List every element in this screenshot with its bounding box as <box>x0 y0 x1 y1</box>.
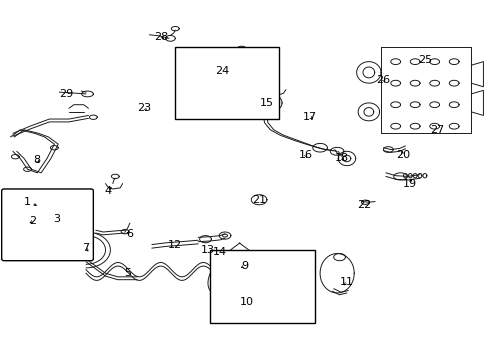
Text: 8: 8 <box>34 155 41 165</box>
Text: 7: 7 <box>82 243 89 253</box>
Text: 28: 28 <box>154 32 168 41</box>
Text: 10: 10 <box>240 297 253 307</box>
Text: 18: 18 <box>334 153 348 163</box>
Text: 6: 6 <box>126 229 133 239</box>
Text: 23: 23 <box>137 103 151 113</box>
Text: 4: 4 <box>104 186 111 196</box>
Text: 17: 17 <box>303 112 317 122</box>
Text: 1: 1 <box>24 197 31 207</box>
Text: 20: 20 <box>395 150 409 160</box>
Text: 19: 19 <box>403 179 416 189</box>
Text: 27: 27 <box>429 125 443 135</box>
Text: 25: 25 <box>417 55 431 65</box>
Text: 22: 22 <box>356 200 370 210</box>
Text: 15: 15 <box>259 98 273 108</box>
Text: 24: 24 <box>215 66 229 76</box>
Text: 26: 26 <box>376 75 390 85</box>
Text: 21: 21 <box>251 195 265 205</box>
Text: 9: 9 <box>241 261 247 271</box>
Text: 2: 2 <box>29 216 36 226</box>
Text: 16: 16 <box>298 150 312 160</box>
Text: 29: 29 <box>59 89 74 99</box>
Text: 13: 13 <box>201 245 215 255</box>
FancyBboxPatch shape <box>1 189 93 261</box>
Bar <box>210 250 315 323</box>
Text: 14: 14 <box>213 247 227 257</box>
Text: 5: 5 <box>124 268 131 278</box>
Text: 12: 12 <box>168 239 182 249</box>
Bar <box>175 47 278 119</box>
Text: 3: 3 <box>53 215 60 224</box>
Text: 11: 11 <box>339 277 353 287</box>
